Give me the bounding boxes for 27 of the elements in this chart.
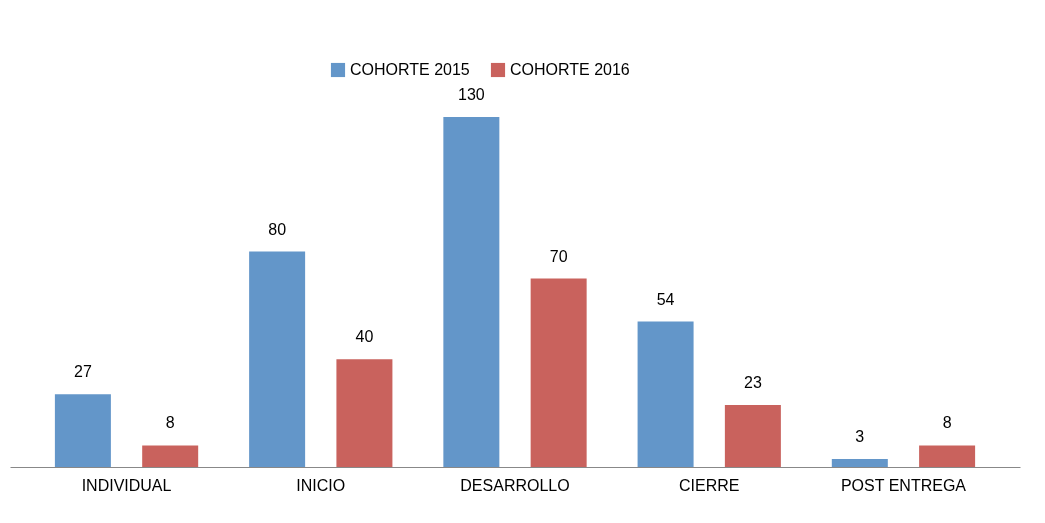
data-label: 8 [942, 414, 952, 432]
data-label: 3 [855, 427, 865, 445]
bar [831, 458, 888, 467]
x-tick-label: POST ENTREGA [840, 476, 967, 494]
data-label: 23 [743, 374, 762, 392]
data-label: 130 [458, 86, 485, 103]
data-label: 40 [355, 328, 374, 346]
x-tick-label: DESARROLLO [460, 476, 570, 494]
legend-label: COHORTE 2016 [510, 61, 630, 78]
bar [142, 445, 199, 467]
bar [54, 394, 111, 467]
x-tick-label: CIERRE [679, 476, 740, 494]
bar [249, 251, 306, 467]
data-label: 70 [549, 247, 568, 265]
bar [443, 117, 500, 467]
x-tick-label: INICIO [296, 476, 346, 494]
bar [336, 359, 393, 467]
bar [530, 278, 587, 467]
bar [724, 405, 781, 467]
x-tick-label: INDIVIDUAL [81, 476, 172, 494]
legend-label: COHORTE 2015 [350, 61, 470, 78]
bar [637, 321, 694, 467]
data-label: 8 [165, 414, 175, 432]
data-label: 27 [73, 363, 92, 381]
data-label: 54 [656, 290, 675, 308]
bar [919, 445, 976, 467]
data-label: 80 [268, 220, 287, 238]
